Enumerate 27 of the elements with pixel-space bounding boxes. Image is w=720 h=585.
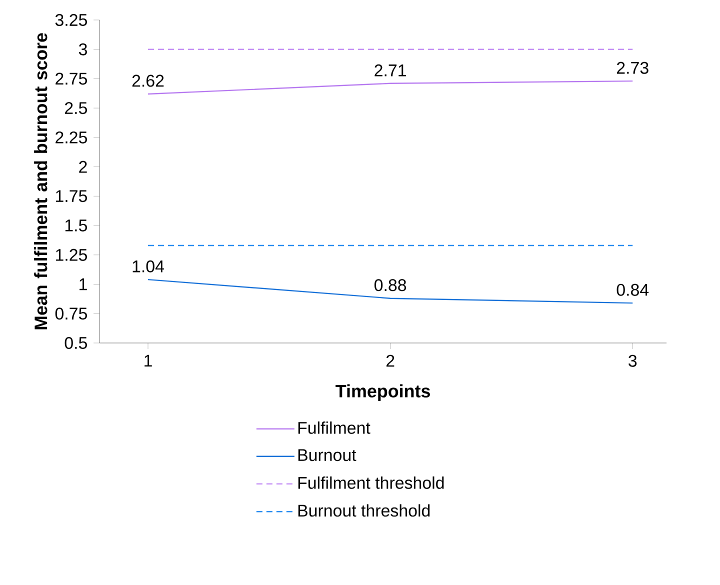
- legend-label: Burnout threshold: [298, 504, 430, 517]
- y-tick-label: 1.5: [65, 220, 87, 232]
- data-label: 1.04: [132, 260, 164, 272]
- x-tick-label: 1: [144, 354, 152, 366]
- legend-label: Burnout: [298, 449, 356, 462]
- data-label: 2.62: [132, 74, 164, 87]
- y-tick-label: 2.5: [65, 102, 87, 114]
- data-label: 0.84: [616, 284, 649, 296]
- y-tick-label: 3.25: [55, 14, 87, 26]
- legend-label: Fulfilment threshold: [298, 476, 444, 489]
- x-tick-label: 3: [628, 354, 637, 367]
- legend-label: Fulfilment: [298, 421, 370, 434]
- data-label: 2.71: [374, 64, 406, 76]
- y-tick-label: 2: [79, 160, 87, 173]
- y-axis-title: Mean fulfilment and burnout score: [34, 33, 48, 330]
- y-tick-label: 0.5: [64, 336, 87, 349]
- y-tick-label: 3: [78, 43, 87, 56]
- x-axis-title: Timepoints: [336, 384, 430, 402]
- y-tick-label: 1: [80, 278, 87, 290]
- x-tick-label: 2: [386, 354, 394, 367]
- y-tick-label: 1.25: [56, 248, 87, 261]
- data-label: 0.88: [374, 279, 406, 292]
- y-tick-label: 0.75: [55, 308, 87, 320]
- y-tick-label: 1.75: [56, 190, 87, 202]
- data-label: 2.73: [617, 62, 648, 74]
- y-tick-label: 2.25: [56, 131, 87, 144]
- y-tick-label: 2.75: [56, 72, 87, 85]
